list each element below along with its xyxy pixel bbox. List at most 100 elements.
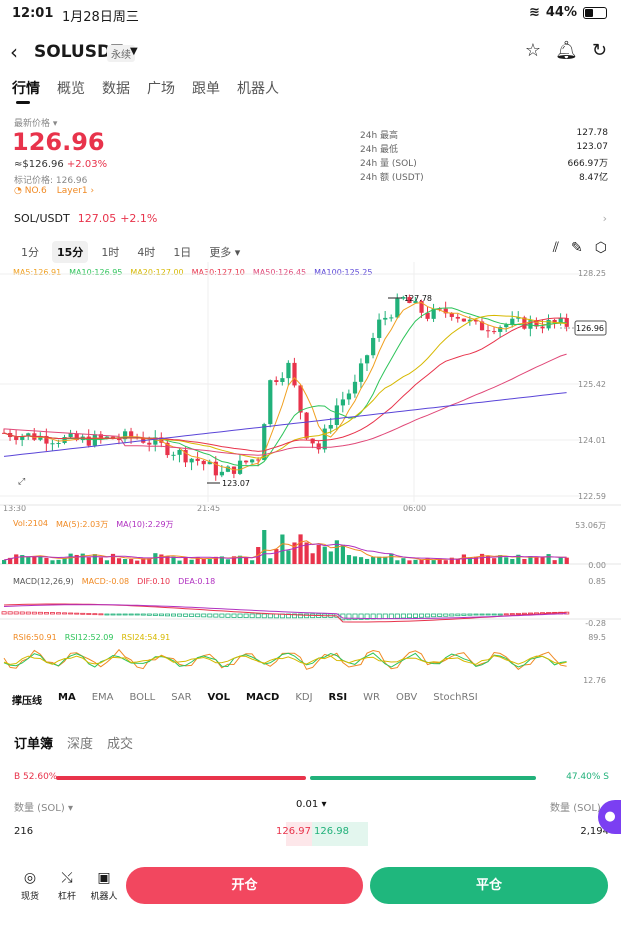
volume-bar	[522, 558, 527, 564]
spot-pair-row[interactable]: SOL/USDT 127.05 +2.1%	[14, 212, 609, 225]
bid-price[interactable]: 126.97	[276, 826, 311, 837]
assistant-float-icon[interactable]: ●	[598, 800, 621, 834]
volume-bar	[14, 554, 19, 564]
macd-bar	[521, 612, 527, 615]
volume-bar	[244, 557, 249, 564]
candle	[322, 428, 327, 450]
candle	[377, 319, 382, 338]
volume-bar	[516, 554, 521, 564]
tab-square[interactable]: 广场	[147, 81, 175, 97]
volume-bar	[207, 559, 212, 564]
tab-bots[interactable]: 机器人	[237, 81, 279, 97]
tab-trades[interactable]: 成交	[107, 737, 134, 752]
volume-bar	[44, 557, 49, 564]
candle	[104, 436, 110, 438]
macd-bar	[86, 613, 92, 615]
bid-qty-column[interactable]: 数量 (SOL) ▾	[14, 803, 73, 814]
share-icon[interactable]: ↻	[591, 40, 607, 61]
volume-bar	[510, 558, 515, 564]
indicator-tab[interactable]: KDJ	[295, 692, 313, 703]
back-icon[interactable]: ‹	[10, 40, 18, 64]
interval-1d[interactable]: 1日	[173, 246, 192, 259]
macd-bar	[158, 613, 164, 617]
tab-market[interactable]: 行情	[12, 81, 40, 97]
candle	[328, 424, 333, 429]
candle	[147, 442, 152, 445]
bottom-spot-label: 现货	[20, 892, 39, 902]
expand-icon[interactable]: ⤢	[17, 477, 25, 487]
layer-tag[interactable]: Layer1 ›	[56, 186, 95, 196]
settings-icon[interactable]: ⬡	[594, 240, 607, 256]
rank-badge[interactable]: ◔ NO.6	[14, 186, 47, 196]
indicator-tab[interactable]: 撑压线	[12, 696, 42, 707]
vol-legend-item: MA(5):2.03万	[56, 520, 109, 529]
interval-15m[interactable]: 15分	[52, 241, 89, 263]
tab-orderbook[interactable]: 订单簿	[14, 737, 54, 752]
vol-legend-item: Vol:2104	[13, 519, 49, 528]
bottom-spot[interactable]: ◎ 现货	[14, 870, 46, 902]
indicator-tab[interactable]: WR	[363, 692, 380, 703]
volume-bar	[383, 556, 388, 564]
24h-stats: 24h 最高 127.78 24h 最低 123.07 24h 量 (SOL) 666…	[360, 128, 608, 184]
candle	[159, 437, 164, 443]
indicator-tab[interactable]: RSI	[328, 692, 348, 703]
candle	[389, 317, 394, 319]
draw-icon[interactable]: ✎	[571, 240, 583, 256]
macd-bar	[225, 613, 231, 618]
interval-more[interactable]: 更多 ▾	[209, 246, 241, 259]
contract-type-badge: 永续	[107, 45, 135, 62]
symbol-dropdown-icon[interactable]: ▼	[130, 46, 138, 57]
candle	[540, 326, 545, 329]
stat-row: 24h 量 (SOL) 666.97万	[360, 156, 608, 170]
latest-price-label[interactable]: 最新价格 ▾	[14, 119, 58, 129]
ask-price[interactable]: 126.98	[314, 826, 349, 837]
volume-bar	[8, 557, 13, 564]
volume-bar	[20, 555, 25, 564]
tab-data[interactable]: 数据	[102, 81, 130, 97]
indicator-tab[interactable]: OBV	[396, 692, 418, 703]
interval-1h[interactable]: 1时	[101, 246, 120, 259]
macd-bar	[207, 613, 213, 618]
star-icon[interactable]: ☆	[524, 40, 542, 61]
indicator-icon[interactable]: ⫽	[552, 240, 560, 256]
stat-value: 127.78	[576, 128, 609, 138]
bell-icon[interactable]: 🔔︎	[555, 40, 578, 61]
symbol-title[interactable]: SOLUSDT	[34, 42, 123, 62]
macd-bar	[92, 613, 98, 616]
candle	[225, 466, 231, 472]
bottom-leverage[interactable]: ⤯ 杠杆	[51, 870, 83, 902]
indicator-tab[interactable]: MACD	[245, 692, 280, 703]
indicator-tab[interactable]: BOLL	[129, 692, 156, 703]
ask-qty-column[interactable]: 数量 (SOL) ▾	[550, 803, 609, 814]
interval-4h[interactable]: 4时	[137, 246, 156, 259]
volume-bar	[123, 559, 128, 564]
kline-chart[interactable]: 128.25 125.42 124.01 122.59 13:30 21:45 …	[0, 262, 621, 687]
indicator-tab[interactable]: SAR	[171, 692, 192, 703]
sell-ratio-bar	[310, 776, 536, 780]
rsi-legend: RSI6:50.91 RSI12:52.09 RSI24:54.91	[13, 633, 170, 642]
interval-1m[interactable]: 1分	[21, 246, 39, 259]
bottom-robot[interactable]: ▣ 机器人	[88, 870, 120, 902]
tab-overview[interactable]: 概览	[57, 81, 85, 97]
macd-bar	[219, 613, 225, 618]
chevron-right-icon[interactable]: ›	[602, 212, 607, 225]
macd-bar	[400, 613, 406, 619]
tab-depth[interactable]: 深度	[67, 737, 94, 752]
open-position-button[interactable]: 开仓	[126, 867, 363, 904]
indicator-tab[interactable]: EMA	[91, 692, 114, 703]
indicator-tab[interactable]: MA	[58, 692, 76, 703]
volume-bar	[534, 557, 539, 564]
indicator-tab[interactable]: VOL	[207, 692, 230, 703]
volume-bar	[377, 556, 382, 564]
tab-copy-trade[interactable]: 跟单	[192, 81, 220, 97]
volume-bar	[467, 557, 473, 564]
spot-pair-price: 127.05	[77, 212, 117, 225]
indicator-tab[interactable]: StochRSI	[433, 692, 478, 703]
candle	[401, 297, 406, 299]
candle	[516, 317, 521, 319]
fire-icon: ◔	[14, 186, 22, 196]
precision-select[interactable]: 0.01 ▾	[296, 799, 327, 810]
macd-bar	[261, 613, 267, 619]
close-position-button[interactable]: 平仓	[370, 867, 608, 904]
volume-bar	[498, 555, 503, 564]
